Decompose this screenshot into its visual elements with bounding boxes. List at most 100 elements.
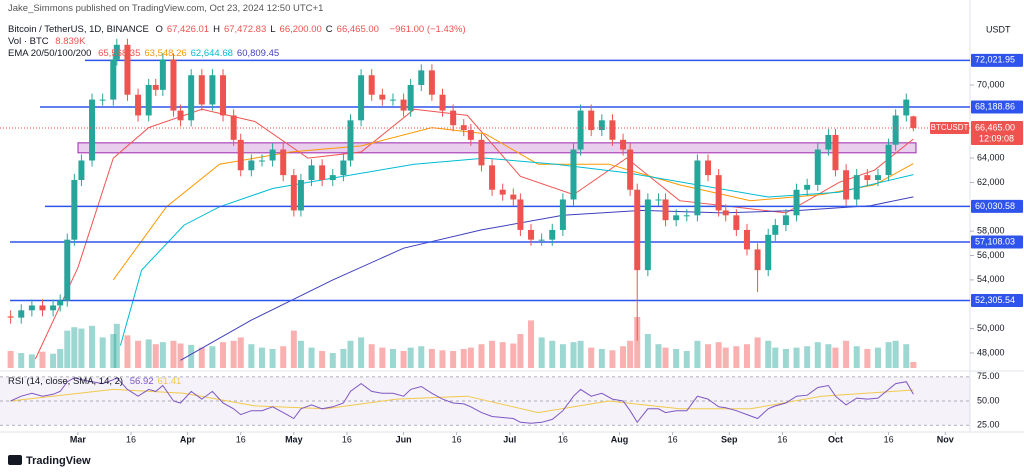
candle-body	[478, 139, 485, 166]
candle-body	[662, 199, 669, 221]
volume-bar	[439, 350, 446, 368]
support-zone	[77, 142, 917, 154]
rsi-tick-label: 75.00	[977, 371, 1000, 381]
ema-line: EMA 20/50/100/200 65,568.35 63,548.26 62,6…	[8, 48, 287, 60]
brand-name: TradingView	[26, 455, 91, 467]
ema-line	[112, 127, 914, 281]
volume-bar	[467, 347, 474, 368]
volume-bar	[765, 340, 772, 368]
volume-bar	[885, 342, 892, 368]
volume-bar	[89, 325, 96, 368]
x-tick-label: 16	[884, 434, 894, 444]
volume-bar	[460, 348, 467, 368]
volume-bar	[428, 348, 435, 368]
volume-bar	[188, 344, 195, 368]
candle-body	[209, 75, 216, 105]
logo-icon	[8, 455, 22, 465]
candle-body	[439, 94, 446, 111]
candle-body	[297, 179, 304, 211]
candle-body	[177, 110, 184, 121]
y-tick-label: 70,000	[977, 79, 1005, 89]
ohlc: O 67,426.01 H 67,472.83 L 66,200.00 C 66,465.00	[155, 24, 383, 35]
candle-body	[220, 75, 227, 116]
volume-bar	[50, 353, 57, 368]
level-tag-text: 52,305.54	[975, 295, 1015, 305]
candle-body	[110, 59, 117, 100]
candle-body	[644, 199, 651, 271]
candle-body	[145, 84, 152, 116]
x-tick-label: 16	[342, 434, 352, 444]
volume-bar	[379, 347, 386, 368]
currency-label: USDT	[986, 24, 1011, 34]
level-tag	[971, 294, 1023, 308]
ohlc-key: C	[325, 24, 333, 35]
candle-body	[50, 305, 57, 311]
ohlc-value: 66,200.00	[279, 24, 322, 35]
volume-bar	[609, 350, 616, 368]
volume-bar	[280, 346, 287, 368]
y-tick-label: 48,000	[977, 347, 1005, 357]
x-tick-label: Jun	[396, 434, 412, 444]
last-price-text: 66,465.00	[975, 122, 1015, 132]
volume-bar	[733, 346, 740, 368]
volume-bar	[198, 347, 205, 368]
x-tick-label: May	[285, 434, 303, 444]
level-tag-text: 68,188.86	[975, 101, 1015, 111]
candle-body	[843, 170, 850, 200]
volume-bar	[705, 344, 712, 368]
volume-bar	[715, 342, 722, 368]
price-change: −961.00 (−1.43%)	[389, 24, 466, 35]
volume-bar	[248, 344, 255, 368]
candle-body	[347, 120, 354, 161]
volume-bar	[71, 327, 78, 368]
candle-body	[825, 134, 832, 150]
volume-bar	[329, 353, 336, 368]
volume-bar	[18, 353, 25, 368]
countdown-text: 12:09:08	[979, 133, 1014, 143]
volume-bar	[159, 342, 166, 368]
level-tag	[971, 53, 1023, 67]
volume-bar	[892, 340, 899, 368]
x-tick-label: 16	[668, 434, 678, 444]
volume-bar	[662, 347, 669, 368]
ema-values: 65,568.35 63,548.26 62,644.68 60,809.45	[98, 48, 283, 59]
candle-body	[400, 99, 407, 111]
candle-body	[510, 194, 517, 200]
candle-body	[418, 70, 425, 85]
x-tick-label: 16	[126, 434, 136, 444]
candle-body	[620, 139, 627, 150]
candle-body	[853, 175, 860, 200]
last-price-tag	[971, 121, 1023, 146]
candle-body	[258, 160, 265, 162]
y-tick-label: 54,000	[977, 274, 1005, 284]
candle-body	[814, 149, 821, 185]
rsi-pane	[0, 376, 970, 426]
candle-body	[170, 59, 177, 111]
candle-body	[389, 99, 396, 101]
volume-bar	[743, 344, 750, 368]
x-tick-label: 16	[777, 434, 787, 444]
level-tag	[971, 235, 1023, 249]
volume-bar	[832, 347, 839, 368]
candle-body	[329, 175, 336, 180]
candle-body	[765, 234, 772, 271]
level-tag-text: 60,030.58	[975, 201, 1015, 211]
volume-bar	[772, 347, 779, 368]
brand-logo: TradingView	[8, 455, 91, 467]
volume-bar	[407, 347, 414, 368]
volume-bar	[644, 334, 651, 368]
candle-body	[78, 160, 85, 180]
level-tag-text: 57,108.03	[975, 236, 1015, 246]
candle-body	[874, 175, 881, 180]
volume-bar	[864, 348, 871, 368]
candle-body	[549, 229, 556, 240]
candle-body	[892, 115, 899, 145]
candle-body	[528, 229, 535, 240]
x-tick-label: Apr	[180, 434, 196, 444]
volume-bar	[450, 351, 457, 368]
candle-body	[319, 165, 326, 180]
volume-bar	[754, 337, 761, 368]
volume-bar	[78, 328, 85, 368]
volume-bar	[804, 346, 811, 368]
